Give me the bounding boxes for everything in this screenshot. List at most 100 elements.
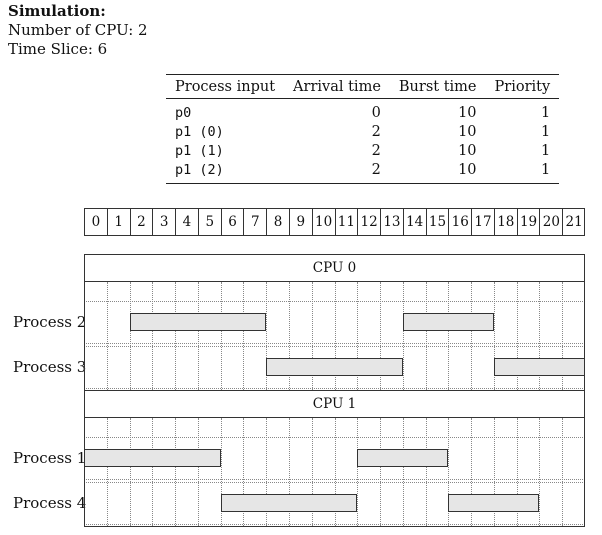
grid-line bbox=[288, 418, 290, 526]
grid-line bbox=[84, 479, 585, 480]
priority: 1 bbox=[540, 143, 551, 159]
table-row: p1 (0) 2 10 1 bbox=[166, 123, 559, 142]
process-bar bbox=[220, 494, 358, 512]
time-tick-label: 7 bbox=[243, 208, 266, 236]
grid-line bbox=[129, 418, 131, 526]
header-burst-time: Burst time bbox=[389, 74, 486, 99]
grid-line bbox=[357, 418, 359, 526]
process-bar bbox=[266, 358, 403, 376]
arrival-time: 0 bbox=[371, 105, 381, 121]
grid-line bbox=[539, 418, 541, 526]
time-tick-label: 20 bbox=[539, 208, 562, 236]
time-tick-label: 2 bbox=[129, 208, 153, 236]
grid-line bbox=[562, 418, 564, 526]
grid-line bbox=[152, 418, 154, 526]
table-row: p0 0 10 1 bbox=[166, 99, 559, 124]
arrival-time: 2 bbox=[371, 124, 381, 140]
grid-line bbox=[448, 418, 450, 526]
grid-line bbox=[402, 418, 404, 526]
grid-line bbox=[220, 418, 222, 526]
time-tick-label: 1 bbox=[106, 208, 130, 236]
time-tick-label: 10 bbox=[311, 208, 335, 236]
grid-line bbox=[84, 301, 585, 302]
grid-line bbox=[471, 282, 473, 390]
burst-time: 10 bbox=[458, 143, 477, 159]
time-tick-label: 21 bbox=[562, 208, 585, 236]
gantt-frame bbox=[84, 254, 585, 527]
process-row-label: Process 1 bbox=[13, 449, 87, 467]
time-tick-label: 13 bbox=[380, 208, 403, 236]
grid-line bbox=[471, 418, 473, 526]
grid-line bbox=[243, 282, 245, 390]
header-process-input: Process input bbox=[166, 74, 285, 99]
grid-line bbox=[84, 482, 585, 483]
process-name: p0 bbox=[175, 105, 192, 121]
grid-line bbox=[129, 282, 131, 390]
priority: 1 bbox=[540, 162, 551, 178]
grid-line bbox=[106, 418, 108, 526]
process-name: p1 (2) bbox=[175, 162, 224, 178]
grid-line bbox=[106, 282, 108, 390]
time-tick-label: 15 bbox=[425, 208, 449, 236]
priority: 1 bbox=[540, 124, 551, 140]
grid-line bbox=[493, 418, 495, 526]
grid-line bbox=[175, 418, 177, 526]
process-bar bbox=[357, 449, 449, 467]
burst-time: 10 bbox=[458, 124, 477, 140]
grid-line bbox=[266, 418, 268, 526]
time-tick-label: 8 bbox=[266, 208, 289, 236]
simulation-info: Simulation: Number of CPU: 2 Time Slice:… bbox=[8, 2, 148, 59]
grid-line bbox=[425, 418, 427, 526]
table-header-row: Process input Arrival time Burst time Pr… bbox=[166, 74, 560, 99]
cpu-count: Number of CPU: 2 bbox=[8, 21, 148, 39]
table-row: p1 (2) 2 10 1 bbox=[166, 161, 559, 184]
time-tick-label: 6 bbox=[220, 208, 244, 236]
process-name: p1 (1) bbox=[175, 143, 224, 159]
time-tick-label: 9 bbox=[288, 208, 312, 236]
cpu-header: CPU 1 bbox=[84, 390, 585, 418]
grid-line bbox=[334, 418, 336, 526]
header-arrival-time: Arrival time bbox=[284, 74, 390, 99]
grid-line bbox=[334, 282, 336, 390]
arrival-time: 2 bbox=[371, 162, 381, 178]
arrival-time: 2 bbox=[371, 143, 381, 159]
grid-line bbox=[311, 282, 313, 390]
time-tick-label: 5 bbox=[197, 208, 221, 236]
process-parameters-table: Process input Arrival time Burst time Pr… bbox=[166, 74, 560, 184]
grid-line bbox=[84, 388, 585, 389]
time-tick-label: 18 bbox=[493, 208, 517, 236]
process-bar bbox=[448, 494, 540, 512]
process-row-label: Process 4 bbox=[13, 494, 87, 512]
time-tick-label: 19 bbox=[516, 208, 540, 236]
timeline-frame bbox=[84, 208, 585, 236]
time-tick-label: 4 bbox=[175, 208, 198, 236]
process-bar bbox=[402, 313, 494, 331]
grid-line bbox=[448, 282, 450, 390]
time-tick-label: 3 bbox=[152, 208, 175, 236]
grid-line bbox=[288, 282, 290, 390]
time-tick-label: 11 bbox=[334, 208, 358, 236]
grid-line bbox=[84, 437, 585, 438]
table-row: p1 (1) 2 10 1 bbox=[166, 142, 559, 161]
time-tick-label: 14 bbox=[402, 208, 426, 236]
grid-line bbox=[539, 282, 541, 390]
grid-line bbox=[220, 282, 222, 390]
burst-time: 10 bbox=[458, 162, 477, 178]
grid-line bbox=[562, 282, 564, 390]
grid-line bbox=[311, 418, 313, 526]
grid-line bbox=[425, 282, 427, 390]
grid-line bbox=[175, 282, 177, 390]
grid-line bbox=[380, 418, 382, 526]
simulation-title: Simulation: bbox=[8, 2, 106, 20]
header-priority: Priority bbox=[485, 74, 560, 99]
grid-line bbox=[266, 282, 268, 390]
grid-line bbox=[516, 282, 518, 390]
process-row-label: Process 3 bbox=[13, 358, 87, 376]
grid-line bbox=[380, 282, 382, 390]
burst-time: 10 bbox=[458, 105, 477, 121]
process-name: p1 (0) bbox=[175, 124, 224, 140]
process-bar bbox=[129, 313, 267, 331]
grid-line bbox=[402, 282, 404, 390]
priority: 1 bbox=[540, 105, 551, 121]
time-slice: Time Slice: 6 bbox=[8, 40, 108, 58]
